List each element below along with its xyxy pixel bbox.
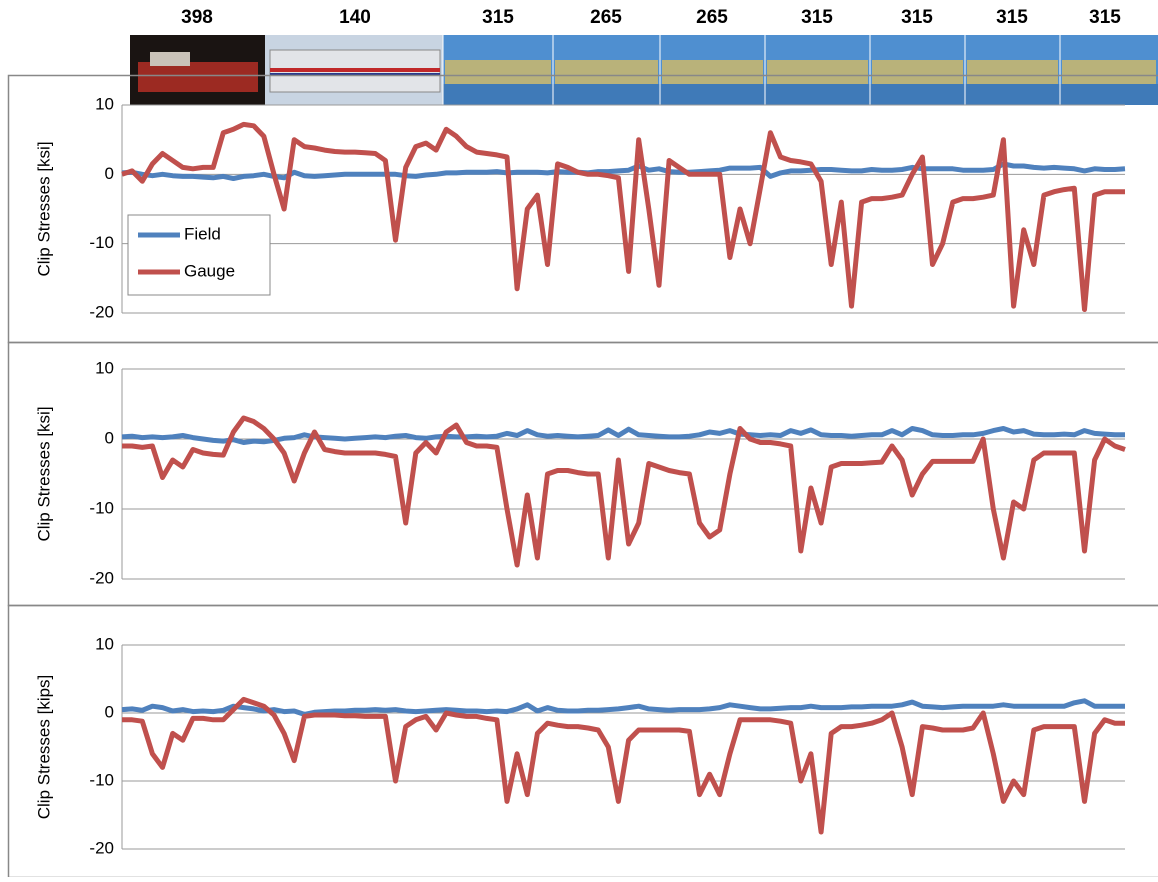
- hopper-body: [445, 60, 551, 84]
- series-line: [122, 418, 1125, 565]
- y-tick-label: -20: [89, 838, 114, 857]
- hopper-base: [660, 84, 765, 105]
- car-load-label: 265: [696, 7, 728, 28]
- hopper-cars: [443, 35, 1158, 105]
- y-tick-label: 10: [95, 634, 114, 653]
- passenger-car-stripe: [270, 68, 440, 72]
- car-load-label: 315: [801, 7, 833, 28]
- locomotive-body: [138, 62, 258, 92]
- series-line: [122, 699, 1125, 832]
- car-load-label: 315: [1089, 7, 1121, 28]
- y-tick-label: -20: [89, 568, 114, 587]
- car-load-label: 140: [339, 7, 371, 28]
- y-tick-label: 0: [105, 164, 114, 183]
- car-load-label: 315: [482, 7, 514, 28]
- y-tick-label: -10: [89, 233, 114, 252]
- y-tick-label: -20: [89, 302, 114, 321]
- chart: 398 140 315 265 265 315 315 315 315 10 0 -10 -20 Clip…: [0, 0, 1158, 877]
- hopper-base: [870, 84, 965, 105]
- locomotive-cab: [150, 52, 190, 66]
- car-load-label: 398: [181, 7, 213, 28]
- y-axis-label: Clip Stresses [ksi]: [34, 406, 53, 541]
- y-axis-label: Clip Stresses [ksi]: [34, 141, 53, 276]
- hopper-body: [555, 60, 658, 84]
- y-tick-label: -10: [89, 770, 114, 789]
- y-tick-label: 10: [95, 358, 114, 377]
- y-tick-label: 10: [95, 94, 114, 113]
- car-load-label: 265: [590, 7, 622, 28]
- hopper-base: [443, 84, 553, 105]
- hopper-body: [662, 60, 763, 84]
- y-axis-label: Clip Stresses [kips]: [34, 675, 53, 820]
- hopper-body: [872, 60, 963, 84]
- hopper-body: [1062, 60, 1156, 84]
- legend-label: Field: [184, 224, 221, 243]
- hopper-body: [967, 60, 1058, 84]
- y-tick-label: -10: [89, 498, 114, 517]
- y-tick-label: 0: [105, 702, 114, 721]
- hopper-base: [1060, 84, 1158, 105]
- hopper-base: [553, 84, 660, 105]
- hopper-base: [765, 84, 870, 105]
- car-load-label: 315: [901, 7, 933, 28]
- y-tick-label: 0: [105, 428, 114, 447]
- series-line: [122, 124, 1125, 309]
- car-load-label: 315: [996, 7, 1028, 28]
- hopper-base: [965, 84, 1060, 105]
- page: 398 140 315 265 265 315 315 315 315 10 0 -10 -20 Clip…: [0, 0, 1158, 877]
- legend-label: Gauge: [184, 261, 235, 280]
- hopper-body: [767, 60, 868, 84]
- train-images: [130, 35, 1158, 105]
- panel-frame: [9, 76, 1158, 343]
